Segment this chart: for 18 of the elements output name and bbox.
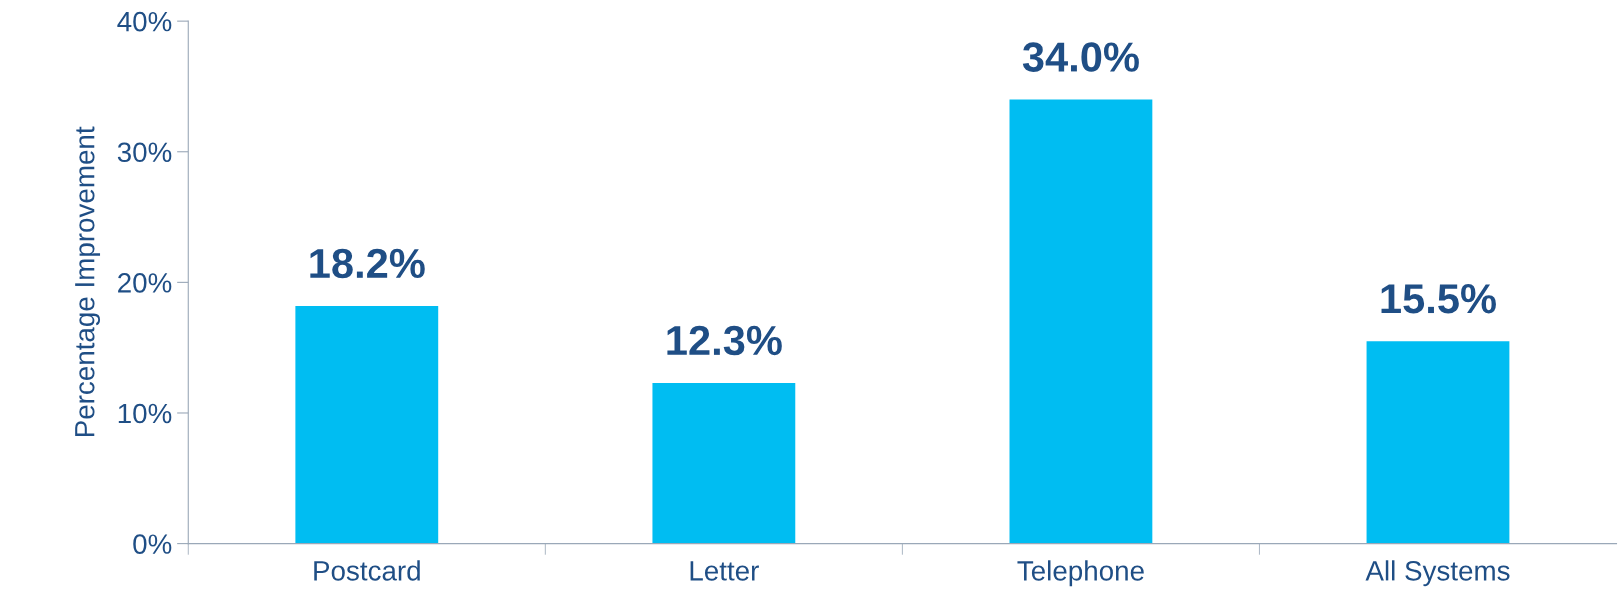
y-axis-title: Percentage Improvement (75, 126, 101, 437)
x-tick-label: Letter (690, 561, 759, 581)
x-tick-label: Postcard (314, 560, 420, 581)
y-tick-label: 40% (117, 11, 172, 32)
data-label: 18.2% (310, 248, 425, 279)
y-tick-label: 0% (133, 534, 172, 554)
bar (1009, 99, 1153, 544)
y-tick-label: 10% (118, 403, 172, 424)
bar (295, 305, 439, 544)
data-label: 34.0% (1022, 42, 1139, 72)
bar (652, 382, 796, 544)
data-label: 12.3% (667, 325, 782, 356)
data-label: 15.5% (1381, 284, 1496, 314)
x-tick-label: Telephone (1017, 560, 1144, 587)
y-tick-label: 20% (118, 273, 172, 293)
bar (1366, 341, 1510, 544)
y-tick-label: 30% (117, 142, 172, 163)
x-tick-label: All Systems (1365, 560, 1510, 587)
